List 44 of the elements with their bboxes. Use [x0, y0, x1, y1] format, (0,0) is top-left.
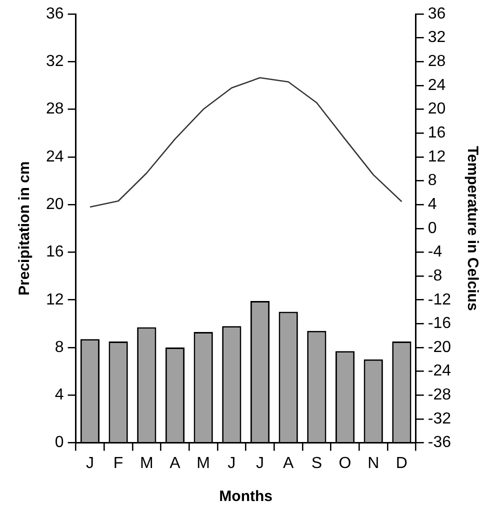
y2-tick-label: -8 [428, 267, 442, 284]
y2-tick-label: -12 [428, 291, 452, 308]
y2-tick-label: 16 [428, 124, 446, 142]
y2-tick-label: -20 [428, 338, 452, 356]
y2-tick-label: -36 [428, 434, 452, 452]
y2-tick-label: -28 [428, 386, 452, 404]
y2-axis-title: Temperature in Celcius [464, 146, 481, 311]
x-tick-label: A [283, 454, 294, 472]
y-tick-label: 20 [46, 196, 64, 213]
x-tick-label: A [170, 454, 181, 472]
y2-tick-label: 0 [428, 220, 437, 237]
y2-tick-label: 32 [428, 29, 446, 46]
x-tick-label: J [228, 454, 236, 472]
x-tick-label: N [368, 454, 380, 472]
y2-tick-label: 24 [428, 76, 446, 94]
y-tick-label: 24 [46, 148, 64, 166]
y2-tick-label: -16 [428, 315, 452, 332]
x-tick-label: J [86, 454, 94, 472]
y2-tick-label: -32 [428, 410, 452, 428]
y2-tick-label: 36 [428, 5, 446, 22]
y2-tick-label: -4 [428, 244, 442, 261]
x-tick-label: M [140, 454, 154, 472]
y-tick-label: 8 [54, 338, 64, 356]
x-tick-label: D [396, 454, 408, 472]
x-tick-label: S [311, 454, 322, 472]
y-axis-title: Precipitation in cm [16, 161, 34, 296]
y-tick-label: 12 [46, 291, 64, 308]
y-tick-label: 28 [46, 100, 64, 118]
x-tick-label: M [196, 454, 210, 472]
y2-tick-label: 28 [428, 53, 446, 70]
x-axis-title: Months [219, 488, 272, 506]
y-tick-label: 0 [54, 434, 64, 452]
y2-tick-label: 20 [428, 100, 446, 118]
y-tick-label: 4 [54, 386, 64, 404]
x-tick-label: J [256, 454, 264, 472]
y2-tick-label: 8 [428, 172, 437, 190]
y2-tick-label: 12 [428, 148, 446, 166]
y-tick-label: 32 [46, 53, 64, 70]
y-tick-label: 36 [46, 5, 64, 22]
x-tick-label: O [338, 454, 352, 472]
y2-tick-label: -24 [428, 362, 452, 380]
y-tick-label: 16 [46, 244, 64, 261]
x-tick-label: F [113, 454, 124, 472]
y2-tick-label: 4 [428, 196, 437, 213]
